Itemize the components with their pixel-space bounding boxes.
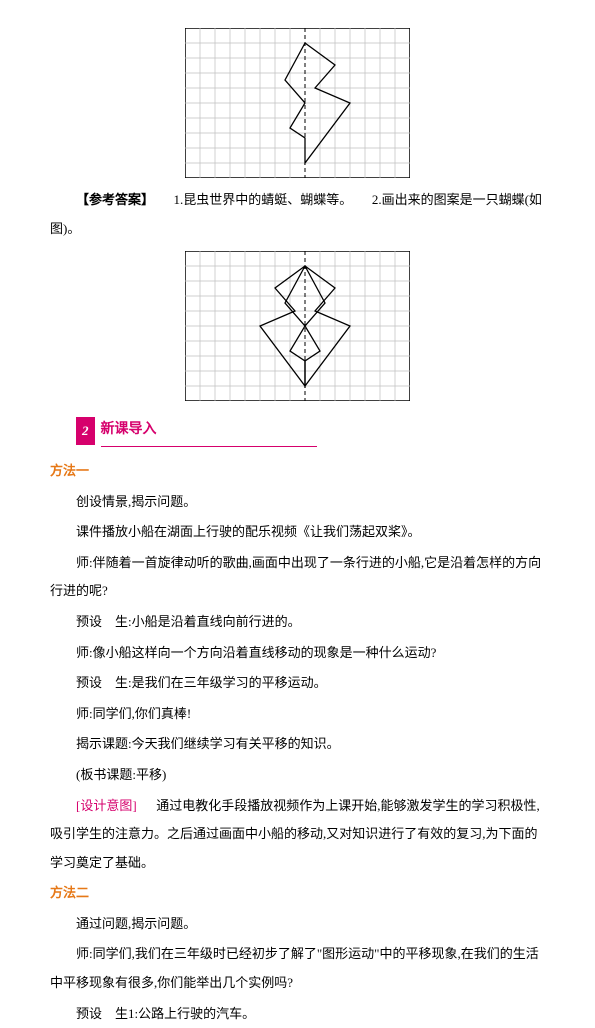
method1-label: 方法一 xyxy=(50,457,545,486)
method2-label: 方法二 xyxy=(50,879,545,908)
method2-label-text: 方法二 xyxy=(50,885,89,900)
method2-p2: 师:同学们,我们在三年级时已经初步了解了"图形运动"中的平移现象,在我们的生活中… xyxy=(50,940,545,997)
method1-design: [设计意图] 通过电教化手段播放视频作为上课开始,能够激发学生的学习积极性,吸引… xyxy=(50,792,545,878)
figure-2 xyxy=(50,251,545,401)
figure-1 xyxy=(50,28,545,178)
method1-p9: (板书课题:平移) xyxy=(50,761,545,790)
method1-p8: 揭示课题:今天我们继续学习有关平移的知识。 xyxy=(50,730,545,759)
method1-p4: 预设 生:小船是沿着直线向前行进的。 xyxy=(50,608,545,637)
section-number: 2 xyxy=(76,417,95,446)
design-intent-label: [设计意图] xyxy=(76,798,137,813)
section-title: 新课导入 xyxy=(101,415,317,447)
grid-svg-1 xyxy=(185,28,410,178)
method1-p5: 师:像小船这样向一个方向沿着直线移动的现象是一种什么运动? xyxy=(50,639,545,668)
section-header: 2 新课导入 xyxy=(50,415,545,447)
method1-p6: 预设 生:是我们在三年级学习的平移运动。 xyxy=(50,669,545,698)
answer-paragraph: 【参考答案】 1.昆虫世界中的蜻蜓、蝴蝶等。 2.画出来的图案是一只蝴蝶(如图)… xyxy=(50,186,545,243)
method1-p3: 师:伴随着一首旋律动听的歌曲,画面中出现了一条行进的小船,它是沿着怎样的方向行进… xyxy=(50,549,545,606)
answer-text-1: 1.昆虫世界中的蜻蜓、蝴蝶等。 xyxy=(174,192,353,207)
grid-svg-2 xyxy=(185,251,410,401)
method2-p1: 通过问题,揭示问题。 xyxy=(50,910,545,939)
method1-p2: 课件播放小船在湖面上行驶的配乐视频《让我们荡起双桨》。 xyxy=(50,518,545,547)
method2-p3: 预设 生1:公路上行驶的汽车。 xyxy=(50,1000,545,1028)
method1-p7: 师:同学们,你们真棒! xyxy=(50,700,545,729)
method1-label-text: 方法一 xyxy=(50,463,89,478)
method1-p1: 创设情景,揭示问题。 xyxy=(50,488,545,517)
answer-label: 【参考答案】 xyxy=(76,192,154,207)
